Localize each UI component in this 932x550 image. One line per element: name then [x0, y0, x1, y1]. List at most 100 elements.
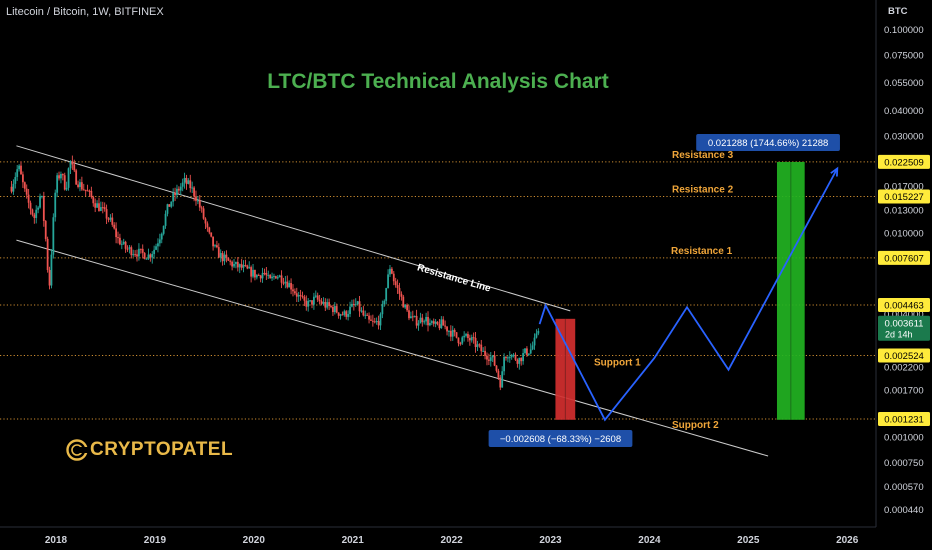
- chart-title: LTC/BTC Technical Analysis Chart: [267, 70, 609, 93]
- candle-body: [136, 254, 138, 257]
- candle-body: [309, 300, 311, 302]
- candle-body: [119, 237, 121, 245]
- candle-body: [75, 170, 78, 185]
- loss-measure-bar: [555, 318, 576, 420]
- candle-body: [282, 282, 285, 284]
- gain-measure-bar: [776, 161, 805, 420]
- candle-body: [278, 275, 281, 278]
- price-tick-label: 0.010000: [884, 229, 924, 240]
- candle-body: [244, 265, 247, 267]
- candle-body: [360, 310, 363, 312]
- candle-body: [50, 254, 53, 286]
- price-scale-unit: BTC: [888, 6, 908, 17]
- candle-body: [103, 207, 106, 210]
- candle-body: [265, 272, 268, 276]
- candle-body: [446, 326, 448, 332]
- candle-body: [246, 265, 249, 269]
- candle-body: [71, 161, 74, 165]
- candle-body: [185, 177, 188, 184]
- candle-body: [82, 189, 85, 191]
- candle-body: [358, 301, 361, 312]
- candle-body: [484, 350, 486, 356]
- candle-body: [99, 207, 102, 211]
- candle-body: [193, 187, 195, 197]
- candle-body: [212, 236, 214, 247]
- candle-body: [375, 321, 378, 323]
- candle-body: [463, 335, 466, 338]
- time-tick-label: 2024: [638, 535, 661, 546]
- candle-body: [10, 186, 13, 192]
- candle-body: [145, 258, 148, 260]
- candle-body: [347, 314, 350, 317]
- candle-body: [208, 227, 211, 233]
- candle-body: [478, 344, 481, 346]
- candle-body: [214, 245, 216, 247]
- candle-body: [160, 233, 163, 240]
- candle-body: [497, 370, 500, 378]
- candle-body: [254, 269, 256, 278]
- price-tick-label: 0.004000: [884, 310, 924, 321]
- time-tick-label: 2018: [45, 535, 68, 546]
- level-name-resistance-1: Resistance 1: [671, 246, 733, 257]
- candle-body: [453, 329, 456, 333]
- candle-body: [345, 311, 348, 317]
- candle-body: [305, 300, 308, 307]
- candle-body: [486, 355, 488, 360]
- candle-body: [242, 265, 245, 268]
- candle-body: [434, 321, 437, 324]
- candle-body: [400, 293, 403, 297]
- candle-body: [257, 274, 260, 276]
- candle-body: [92, 197, 95, 204]
- candle-body: [351, 303, 353, 307]
- price-level-box: [878, 298, 930, 313]
- candle-body: [52, 217, 55, 255]
- candle-body: [238, 264, 241, 268]
- candle-body: [318, 299, 321, 302]
- price-level-box: [878, 154, 930, 169]
- candle-body: [440, 319, 443, 329]
- candle-body: [442, 319, 445, 326]
- candle-body: [269, 275, 272, 279]
- candle-body: [421, 317, 424, 322]
- candle-body: [149, 254, 152, 258]
- candle-body: [339, 314, 342, 316]
- candle-body: [259, 275, 262, 279]
- candle-body: [141, 248, 144, 253]
- candle-body: [396, 285, 399, 289]
- candle-body: [514, 354, 517, 360]
- current-price-box: [878, 315, 930, 341]
- candle-body: [60, 174, 62, 179]
- candle-body: [181, 182, 184, 187]
- candle-body: [261, 272, 264, 279]
- candle-body: [389, 268, 391, 275]
- brand-name: CRYPTOPATEL: [90, 439, 234, 460]
- time-tick-label: 2023: [539, 535, 562, 546]
- candle-body: [16, 169, 19, 177]
- candle-body: [337, 312, 340, 316]
- candle-body: [240, 264, 243, 268]
- candle-body: [406, 304, 408, 311]
- candle-body: [425, 316, 428, 322]
- projection-path: [538, 168, 839, 422]
- candle-body: [206, 223, 209, 228]
- level-name-support-1: Support 1: [594, 357, 641, 368]
- candle-body: [115, 228, 118, 238]
- candle-body: [44, 221, 47, 239]
- candle-body: [158, 239, 161, 244]
- candle-body: [529, 349, 532, 354]
- candle-body: [429, 322, 431, 326]
- candle-body: [227, 257, 230, 261]
- candle-body: [349, 306, 351, 315]
- resistance-line: [16, 145, 571, 312]
- candle-body: [48, 269, 51, 286]
- candle-body: [286, 281, 289, 288]
- candle-body: [204, 218, 207, 224]
- candle-body: [533, 337, 536, 346]
- candle-body: [423, 321, 426, 323]
- candle-body: [383, 300, 386, 305]
- candle-body: [128, 247, 131, 249]
- candle-body: [501, 371, 504, 388]
- candle-body: [535, 333, 538, 338]
- candle-body: [229, 260, 232, 262]
- candle-body: [320, 301, 323, 304]
